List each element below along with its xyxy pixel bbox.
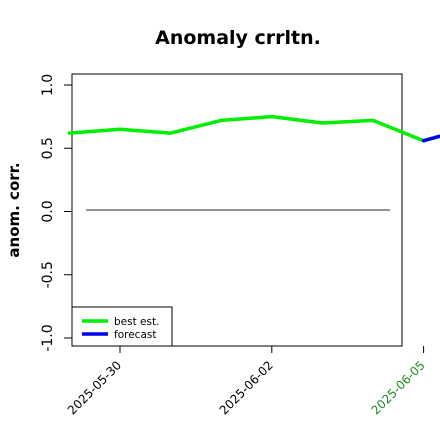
y-tick-label: 1.0 <box>40 74 56 96</box>
x-tick-label: 2025-06-05 <box>369 358 428 417</box>
legend-box <box>71 306 173 347</box>
x-axis: 2025-05-302025-06-022025-06-052025-06-08… <box>65 346 428 417</box>
y-axis: -1.0 -0.5 0.0 0.5 1.0 <box>40 74 72 352</box>
legend-label-best-est: best est. <box>114 316 159 328</box>
y-tick-label: 0.5 <box>40 137 56 159</box>
y-tick-label: -0.5 <box>40 261 56 288</box>
x-tick-label: 2025-06-02 <box>217 358 276 417</box>
legend: best est. forecast <box>71 306 173 347</box>
y-tick-label: -1.0 <box>40 324 56 351</box>
series-line-best-est <box>67 114 440 143</box>
y-axis-label: anom. corr. <box>5 162 23 257</box>
chart-title: Anomaly crrltn. <box>155 27 321 49</box>
series-layer <box>67 114 440 143</box>
y-tick-label: 0.0 <box>40 200 56 222</box>
legend-label-forecast: forecast <box>114 329 156 341</box>
plot-area <box>71 73 403 347</box>
series-line-forecast <box>421 134 440 143</box>
x-tick-label: 2025-05-30 <box>65 358 124 417</box>
